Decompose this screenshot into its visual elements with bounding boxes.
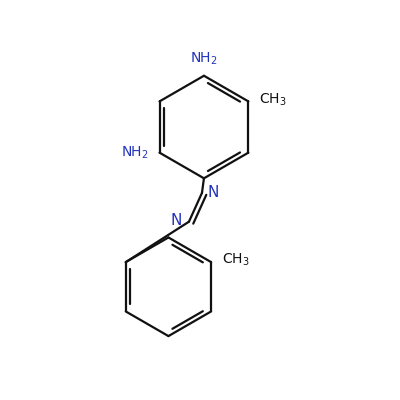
Text: N: N (208, 185, 219, 200)
Text: N: N (170, 214, 182, 228)
Text: NH$_2$: NH$_2$ (190, 51, 218, 67)
Text: CH$_3$: CH$_3$ (222, 252, 250, 268)
Text: CH$_3$: CH$_3$ (259, 91, 287, 108)
Text: NH$_2$: NH$_2$ (121, 144, 148, 161)
